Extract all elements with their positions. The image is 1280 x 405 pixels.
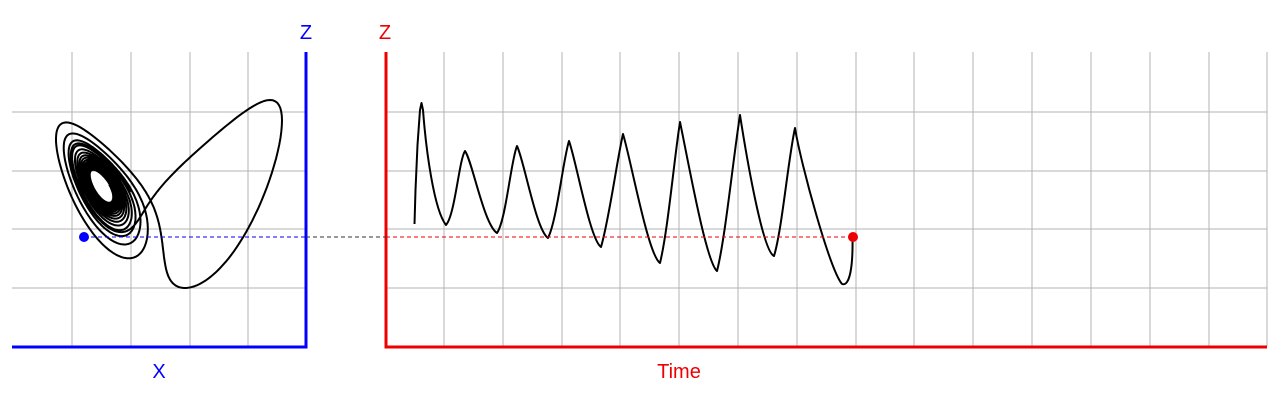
right-z-axis-label: Z	[379, 22, 391, 44]
right-panel-grid	[386, 52, 1268, 346]
left-z-axis-label: Z	[300, 22, 312, 44]
time-series-current-point-marker	[848, 232, 858, 242]
lorenz-attractor-curve	[55, 99, 283, 289]
phase-space-current-point-marker	[79, 232, 89, 242]
left-x-axis-label: X	[152, 361, 165, 383]
right-time-axis-label: Time	[657, 361, 701, 383]
z-time-series-curve	[413, 102, 854, 286]
